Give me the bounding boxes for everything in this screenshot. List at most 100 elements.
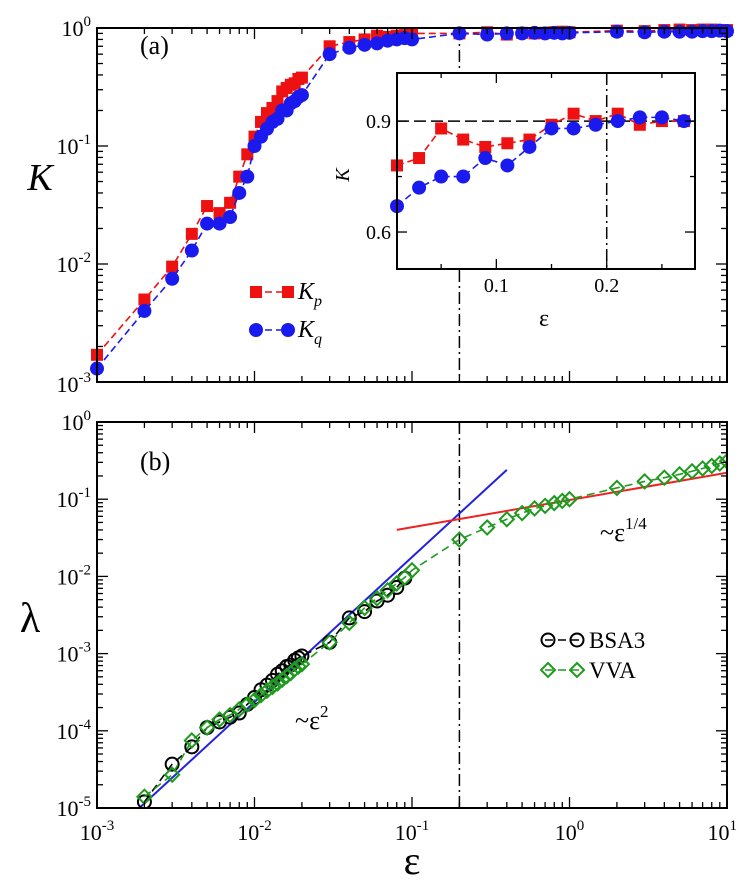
- inset-background: [397, 73, 695, 269]
- legend-marker-BSA3: [540, 632, 556, 648]
- fit-line-0: [137, 469, 508, 808]
- inset-series-line-K_p: [396, 112, 684, 167]
- point-VVA: [711, 455, 727, 472]
- point-K_p: [201, 200, 214, 213]
- panel-b-plot-area: [135, 422, 727, 808]
- panel-a-legend: Kp Kq: [249, 279, 322, 348]
- point-VVA: [636, 472, 654, 490]
- panel-b-ylabel: λ: [20, 596, 41, 642]
- point-VVA: [608, 479, 626, 497]
- point-VVA: [183, 732, 201, 749]
- panel-b-ytick-label: 10-1: [57, 485, 92, 512]
- inset-point-K_p: [435, 122, 448, 135]
- panel-b-annotations: ~ε2 ~ε1/4: [295, 514, 647, 735]
- point-VVA: [321, 633, 339, 651]
- inset-point-K_p: [501, 137, 514, 150]
- panel-b-xtick-label: 10-3: [80, 818, 115, 845]
- point-K_p: [166, 260, 179, 273]
- annotation-1: ~ε1/4: [600, 514, 647, 547]
- point-K_q: [212, 216, 227, 231]
- point-VVA: [703, 457, 721, 475]
- point-VVA: [545, 494, 563, 512]
- inset-point-K_q: [434, 169, 449, 184]
- legend-label-VVA: VVA: [589, 658, 636, 683]
- point-K_q: [480, 27, 495, 42]
- inset-point-K_p: [457, 133, 470, 146]
- annotation-0: ~ε2: [295, 702, 328, 735]
- panel-a: 100 10-1 10-2 10-3 (a) K Kp Kq: [26, 14, 734, 397]
- point-K_q: [405, 32, 419, 47]
- legend-marker-VVA: [539, 661, 557, 679]
- point-VVA: [356, 599, 374, 617]
- legend-label-BSA3: BSA3: [589, 628, 645, 653]
- legend-marker-K_p: [250, 286, 262, 298]
- panel-a-ytick-label: 10-3: [57, 370, 92, 397]
- point-VVA: [293, 655, 311, 673]
- point-K_q: [184, 243, 199, 258]
- point-VVA: [671, 465, 689, 483]
- panel-b-ytick-label: 10-3: [57, 640, 92, 667]
- inset-ytick-label: 0.9: [366, 111, 391, 133]
- panel-b-xtick-label: 100: [555, 818, 585, 845]
- panel-b-ytick-label: 10-4: [57, 717, 92, 744]
- legend-marker-VVA: [568, 661, 586, 679]
- panel-b-label: (b): [140, 447, 170, 476]
- inset-point-K_q: [412, 180, 427, 195]
- point-VVA: [498, 510, 516, 528]
- point-VVA: [258, 682, 276, 700]
- point-K_q: [165, 271, 180, 286]
- point-K_q: [137, 303, 152, 318]
- inset-point-K_q: [456, 169, 471, 184]
- point-K_p: [295, 71, 308, 84]
- point-K_q: [370, 36, 385, 51]
- inset-point-K_q: [500, 158, 515, 173]
- point-BSA3: [184, 739, 200, 755]
- point-VVA: [478, 519, 496, 536]
- inset-point-K_p: [413, 152, 426, 165]
- point-VVA: [198, 719, 216, 737]
- point-K_q: [223, 210, 238, 225]
- inset-xtick-label: 0.2: [594, 275, 619, 297]
- inset-point-K_q: [544, 121, 559, 136]
- point-BSA3: [341, 610, 357, 626]
- inset-xtick-label: 0.1: [484, 275, 509, 297]
- panel-b-xtick-label: 10-1: [395, 818, 430, 845]
- point-VVA: [718, 452, 727, 470]
- point-K_p: [224, 196, 237, 209]
- panel-a-ytick-label: 10-1: [57, 132, 92, 159]
- point-VVA: [561, 490, 578, 508]
- point-VVA: [269, 675, 286, 692]
- inset-point-K_q: [522, 139, 537, 154]
- point-VVA: [246, 691, 263, 709]
- point-VVA: [694, 460, 712, 477]
- point-K_p: [213, 207, 226, 220]
- point-VVA: [513, 504, 531, 522]
- legend-marker-BSA3: [569, 632, 585, 648]
- inset-point-K_q: [610, 114, 625, 129]
- inset-panel: 0.1 0.2 0.9 0.6 ε K: [332, 72, 696, 332]
- inset-ticks: 0.1 0.2 0.9 0.6: [366, 73, 695, 297]
- point-VVA: [403, 561, 421, 579]
- panel-b-ytick-label: 100: [62, 408, 92, 435]
- point-BSA3: [136, 794, 152, 808]
- point-VVA: [264, 678, 281, 696]
- inset-point-K_p: [479, 140, 492, 153]
- inset-plot-area: [390, 73, 695, 269]
- series-line-K_p: [96, 28, 727, 356]
- point-BSA3: [357, 604, 373, 620]
- panel-b-legend: BSA3 VVA: [539, 628, 645, 683]
- point-VVA: [252, 686, 270, 704]
- point-K_q: [232, 185, 247, 200]
- point-BSA3: [164, 756, 180, 772]
- panel-b-ytick-label: 10-5: [57, 794, 92, 821]
- panel-b-frame: [96, 421, 728, 809]
- panel-b-clipped-group: [135, 422, 727, 808]
- panel-b-ytick-label: 10-2: [57, 562, 92, 589]
- point-K_q: [342, 40, 357, 55]
- point-VVA: [340, 614, 358, 632]
- legend-marker-K_q: [281, 323, 295, 337]
- inset-point-K_q: [478, 151, 493, 166]
- inset-xlabel: ε: [539, 306, 549, 332]
